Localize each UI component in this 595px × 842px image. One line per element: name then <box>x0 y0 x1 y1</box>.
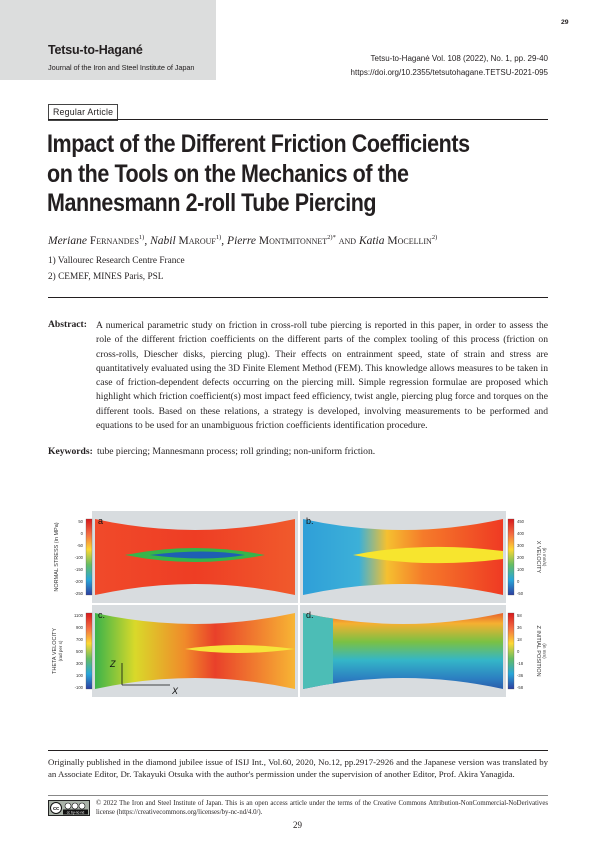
publication-note: Originally published in the diamond jubi… <box>48 757 548 780</box>
tick-label: -50 <box>77 543 84 548</box>
tick-label: 50 <box>78 519 83 524</box>
tick-label: 200 <box>517 555 525 560</box>
panel-d: d. <box>300 605 506 697</box>
axis-unit: (rad per s) <box>58 640 63 661</box>
affiliation: 2) CEMEF, MINES Paris, PSL <box>48 272 164 282</box>
keywords-text: tube piercing; Mannesmann process; roll … <box>97 446 376 457</box>
tick-label: 100 <box>517 567 525 572</box>
tick-label: 400 <box>517 531 525 536</box>
axis-z-label: Z <box>109 659 116 669</box>
tick-label: 450 <box>517 519 525 524</box>
panel-letter: c. <box>98 610 105 620</box>
tick-label: -200 <box>75 579 84 584</box>
tick-label: 58 <box>517 613 522 618</box>
abstract-text: A numerical parametric study on friction… <box>96 320 548 432</box>
panel-c: c. Z X <box>92 605 298 697</box>
axis-label: Z INITIAL POSITION <box>535 625 541 676</box>
tick-label: 300 <box>517 543 525 548</box>
article-type-label: Regular Article <box>48 104 119 121</box>
author: Pierre Montmitonnet2)* <box>227 234 336 247</box>
title-line: Impact of the Different Friction Coeffic… <box>47 130 470 158</box>
panel-a: a <box>92 511 298 603</box>
tick-label: 18 <box>517 637 522 642</box>
tick-label: 300 <box>76 661 84 666</box>
article-type-rule <box>48 119 548 120</box>
author: Nabil Marouf1) <box>150 234 222 247</box>
tick-label: 900 <box>76 625 84 630</box>
axis-unit: (in mm) <box>542 643 547 659</box>
axis-label: X VELOCITY <box>535 541 541 574</box>
corner-page-number: 29 <box>561 19 569 26</box>
article-title: Impact of the Different Friction Coeffic… <box>47 130 486 219</box>
scale-a: 50 0 -50 -100 -150 -200 -250 NORMAL STRE… <box>54 518 93 596</box>
tick-label: -150 <box>75 567 84 572</box>
journal-header-block <box>0 0 216 80</box>
tick-label: -36 <box>517 673 524 678</box>
scale-b: 450 400 300 200 100 0 -50 X VELOCITY (in… <box>507 518 547 596</box>
svg-text:cc: cc <box>53 806 59 812</box>
panel-letter: d. <box>306 610 314 620</box>
scale-c: 1100 900 700 500 300 100 -100 THETA VELO… <box>52 612 93 690</box>
tick-label: -100 <box>75 685 84 690</box>
tick-label: 500 <box>76 649 84 654</box>
tick-label: 0 <box>517 649 520 654</box>
citation-line: Tetsu-to-Haganė Vol. 108 (2022), No. 1, … <box>370 54 548 63</box>
tick-label: 100 <box>76 673 84 678</box>
axis-x-label: X <box>171 686 179 696</box>
simulation-figure: a 50 0 -50 -100 -150 -200 -250 NORMAL ST… <box>52 511 547 697</box>
panel-b: b. <box>300 511 506 603</box>
tick-label: 0 <box>81 531 84 536</box>
axis-label: THETA VELOCITY <box>52 628 58 674</box>
footer-rule <box>48 750 548 751</box>
tick-label: 1100 <box>74 613 84 618</box>
tick-label: 0 <box>517 579 520 584</box>
title-line: on the Tools on the Mechanics of the <box>47 159 409 188</box>
tick-label: -50 <box>517 591 524 596</box>
tick-label: -58 <box>517 685 524 690</box>
journal-name: Tetsu-to-Hagané <box>48 43 143 57</box>
page-number: 29 <box>293 820 302 830</box>
license-text: © 2022 The Iron and Steel Institute of J… <box>96 800 548 816</box>
tick-label: -250 <box>75 591 84 596</box>
cc-badge-text: cc by-nc-nd <box>67 811 85 815</box>
title-line: Mannesmann 2-roll Tube Piercing <box>47 189 377 217</box>
cc-license-icon: cc cc by-nc-nd <box>48 800 90 816</box>
tick-label: 700 <box>76 637 84 642</box>
author: Meriane Fernandes1) <box>48 234 145 247</box>
abstract-label: Abstract: <box>48 319 87 330</box>
coordinate-axes <box>121 663 170 686</box>
tick-label: -18 <box>517 661 524 666</box>
tick-label: -100 <box>75 555 84 560</box>
scale-d: 58 36 18 0 -18 -36 -58 Z INITIAL POSITIO… <box>507 612 547 690</box>
panel-letter: b. <box>306 516 314 526</box>
license-rule <box>48 795 548 796</box>
panel-letter: a <box>98 516 103 526</box>
affiliation: 1) Vallourec Research Centre France <box>48 256 185 266</box>
section-rule <box>48 297 548 298</box>
journal-subtitle: Journal of the Iron and Steel Institute … <box>48 63 195 72</box>
tick-label: 36 <box>517 625 522 630</box>
author-list: Meriane Fernandes1), Nabil Marouf1), Pie… <box>48 234 438 247</box>
author: Katia Mocellin2) <box>358 234 438 247</box>
axis-label: NORMAL STRESS (in MPa) <box>54 522 60 591</box>
doi-link[interactable]: https://doi.org/10.2355/tetsutohagane.TE… <box>350 68 548 77</box>
axis-unit: (in mm/s) <box>542 548 547 567</box>
keywords-label: Keywords: <box>48 446 93 457</box>
